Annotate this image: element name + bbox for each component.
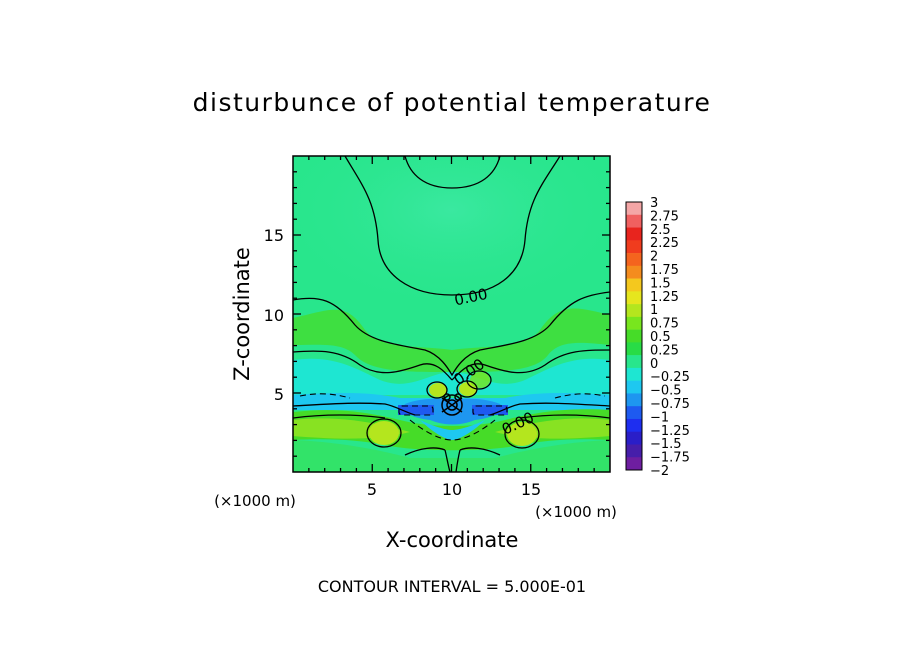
colorbar-label: −0.5: [650, 384, 682, 399]
colorbar-swatch: [626, 304, 642, 318]
colorbar-frame: [625, 201, 643, 471]
colorbar-swatch: [626, 367, 642, 381]
colorbar-label: 2: [650, 250, 658, 265]
colorbar-swatch: [626, 457, 642, 471]
colorbar-label: 2.25: [650, 236, 679, 251]
colorbar-swatch: [626, 278, 642, 292]
colorbar-label: 0: [650, 357, 658, 372]
axis-ticks: [293, 156, 610, 472]
colorbar-label: −2: [650, 464, 669, 479]
colorbar-swatch: [626, 265, 642, 279]
colorbar-label: 1.25: [650, 290, 679, 305]
colorbar-swatch: [626, 202, 642, 216]
colorbar-label: 0.75: [650, 317, 679, 332]
y-tick-label: 15: [264, 226, 284, 245]
colorbar-label: −0.25: [650, 370, 690, 385]
x-tick-labels: 5 10 15: [367, 480, 541, 499]
x-unit-label: (×1000 m): [535, 503, 617, 521]
colorbar-label: 0.25: [650, 343, 679, 358]
colorbar-swatch: [626, 380, 642, 394]
colorbar-swatch: [626, 253, 642, 267]
colorbar-swatch: [626, 431, 642, 445]
colorbar-label: 1: [650, 303, 658, 318]
colorbar-swatch: [626, 227, 642, 241]
colorbar-swatch: [626, 291, 642, 305]
colorbar-label: −1.5: [650, 437, 682, 452]
colorbar-label: 1.5: [650, 276, 671, 291]
contour-interval-note: CONTOUR INTERVAL = 5.000E-01: [318, 577, 586, 596]
dashed-contours: [299, 393, 606, 441]
colorbar-swatch: [626, 418, 642, 433]
colorbar-swatch: [626, 240, 642, 254]
colorbar-swatch: [626, 329, 642, 343]
x-tick-label: 5: [367, 480, 377, 499]
center-disturbance: [441, 393, 463, 416]
colorbar-swatch: [626, 355, 642, 369]
colorbar-label: 0.5: [650, 330, 671, 345]
colorbar-label: −1.75: [650, 451, 690, 466]
colorbar-label: −1: [650, 410, 669, 425]
x-axis-label: X-coordinate: [386, 528, 519, 552]
y-axis-label: Z-coordinate: [230, 247, 254, 381]
colorbar-label: 1.75: [650, 263, 679, 278]
y-tick-labels: 5 10 15: [264, 226, 284, 404]
colorbar-swatch: [626, 316, 642, 330]
colorbar: 32.752.52.2521.751.51.2510.750.50.250−0.…: [625, 196, 690, 479]
colorbar-label: 2.5: [650, 223, 671, 238]
colorbar-swatch: [626, 342, 642, 356]
x-tick-label: 15: [521, 480, 541, 499]
colorbar-swatch: [626, 393, 642, 407]
y-unit-label: (×1000 m): [214, 492, 296, 510]
x-tick-label: 10: [442, 480, 462, 499]
plot-field: [293, 156, 610, 472]
colorbar-label: 3: [650, 196, 658, 211]
colorbar-swatch: [626, 406, 642, 420]
colorbar-swatch: [626, 444, 642, 458]
colorbar-swatch: [626, 214, 642, 228]
colorbar-label: 2.75: [650, 209, 679, 224]
y-tick-label: 10: [264, 306, 284, 325]
y-tick-label: 5: [274, 385, 284, 404]
colorbar-label: −1.25: [650, 424, 690, 439]
colorbar-label: −0.75: [650, 397, 690, 412]
contour-lines: [293, 156, 610, 472]
chart-title: disturbunce of potential temperature: [193, 88, 712, 117]
